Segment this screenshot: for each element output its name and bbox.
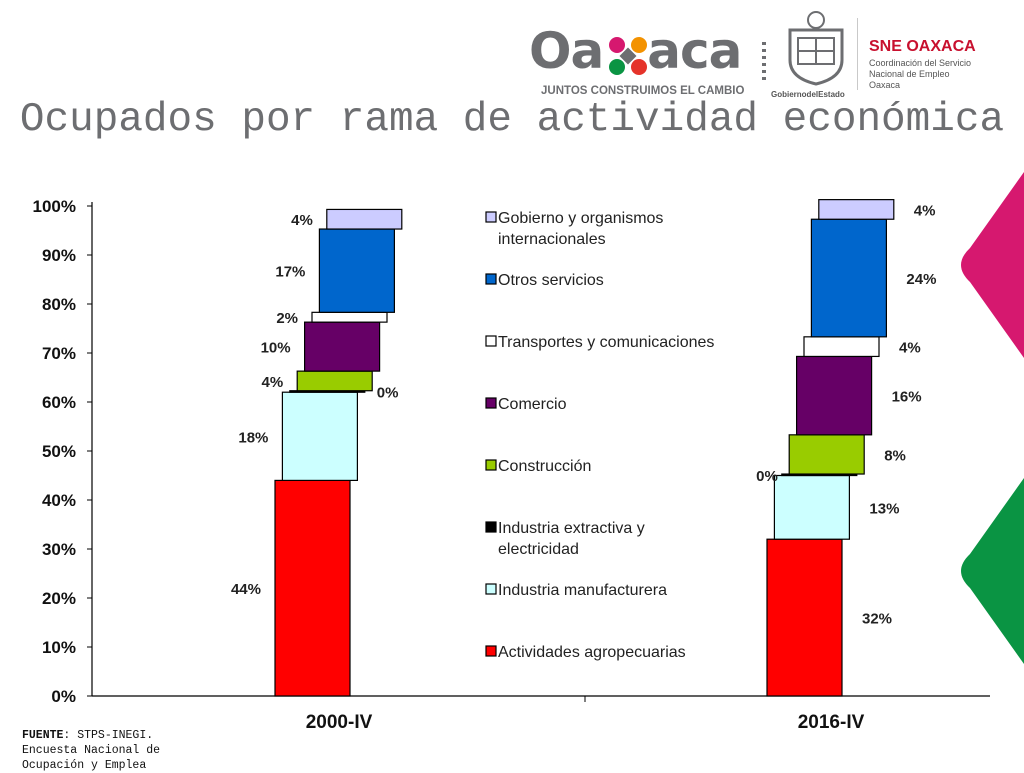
data-label: 8% [884,447,906,464]
source-note: FUENTE: STPS-INEGI. Encuesta Nacional de… [22,728,212,773]
y-tick-label: 80% [42,295,76,314]
bar-segment [281,391,358,482]
brand-tagline: JUNTOS CONSTRUIMOS EL CAMBIO [541,85,745,97]
y-tick-label: 10% [42,638,76,657]
legend-swatch [485,397,497,409]
bar-segment [818,199,895,220]
data-label: 17% [275,264,305,281]
y-tick-label: 60% [42,393,76,412]
data-label: 0% [756,468,778,485]
header-divider [857,18,858,90]
decorative-green-shape [961,478,1024,664]
legend-swatch [485,645,497,657]
legend-label: Comercio [498,396,567,413]
legend-swatch [485,521,497,533]
separator-dots [762,42,766,80]
legend-swatch [485,335,497,347]
y-tick-label: 20% [42,589,76,608]
y-tick-label: 50% [42,442,76,461]
data-label: 4% [262,374,284,391]
legend-label: Otros servicios [498,272,604,289]
bar-segment [788,434,865,475]
bar-segment [773,474,851,540]
legend-label: Actividades agropecuarias [498,644,686,661]
header-logos: Oa aca JUNTOS CONSTRUIMOS EL CAMBIO Gobie… [525,8,977,100]
data-label: 44% [231,581,261,598]
decorative-pink-shape [961,172,1024,358]
bar-segment [810,218,888,338]
sne-subtitle: Coordinación del Servicio Nacional de Em… [869,58,972,90]
bar-segment [795,355,873,436]
data-label: 0% [377,384,399,401]
data-label: 2% [276,310,298,327]
legend-swatch [485,459,497,471]
bar-segment [803,336,880,358]
legend-label-cont: internacionales [498,231,606,248]
data-label: 10% [261,340,291,357]
bar-segment [318,228,395,313]
data-label: 4% [291,212,313,229]
legend-swatch [485,211,497,223]
legend-label: Gobierno y organismos [498,210,663,227]
data-label: 32% [862,611,892,628]
y-tick-label: 70% [42,344,76,363]
data-label: 24% [906,271,936,288]
x-tick-label: 2000-IV [306,712,373,733]
legend-swatch [485,273,497,285]
y-tick-label: 100% [33,197,76,216]
brand-logo-text: Oa aca [529,22,742,80]
seal-caption: GobiernodelEstado [771,90,845,99]
source-label: FUENTE [22,729,64,742]
legend-label: Industria manufacturera [498,582,667,599]
page-title: Ocupados por rama de actividad económica [19,97,1005,143]
data-label: 18% [238,429,268,446]
y-tick-label: 90% [42,246,76,265]
bar-segment [304,321,381,372]
legend-label: Industria extractiva y [498,520,645,537]
data-label: 4% [899,340,921,357]
y-tick-label: 30% [42,540,76,559]
bar-segment [311,311,388,323]
y-tick-label: 0% [51,687,76,706]
y-tick-label: 40% [42,491,76,510]
data-label: 13% [869,500,899,517]
sne-title: SNE OAXACA [869,38,976,55]
bar-segment [326,208,403,230]
bar-segment [296,370,373,392]
legend-label-cont: electricidad [498,541,579,558]
data-label: 4% [914,202,936,219]
state-seal-icon [788,11,844,86]
bar-segment [274,479,351,697]
legend-label: Construcción [498,458,591,475]
brand-x-icon [609,37,647,75]
x-tick-label: 2016-IV [798,712,865,733]
data-label: 16% [892,389,922,406]
bar-segment [766,538,843,697]
legend-swatch [485,583,497,595]
legend-label: Transportes y comunicaciones [498,334,714,351]
